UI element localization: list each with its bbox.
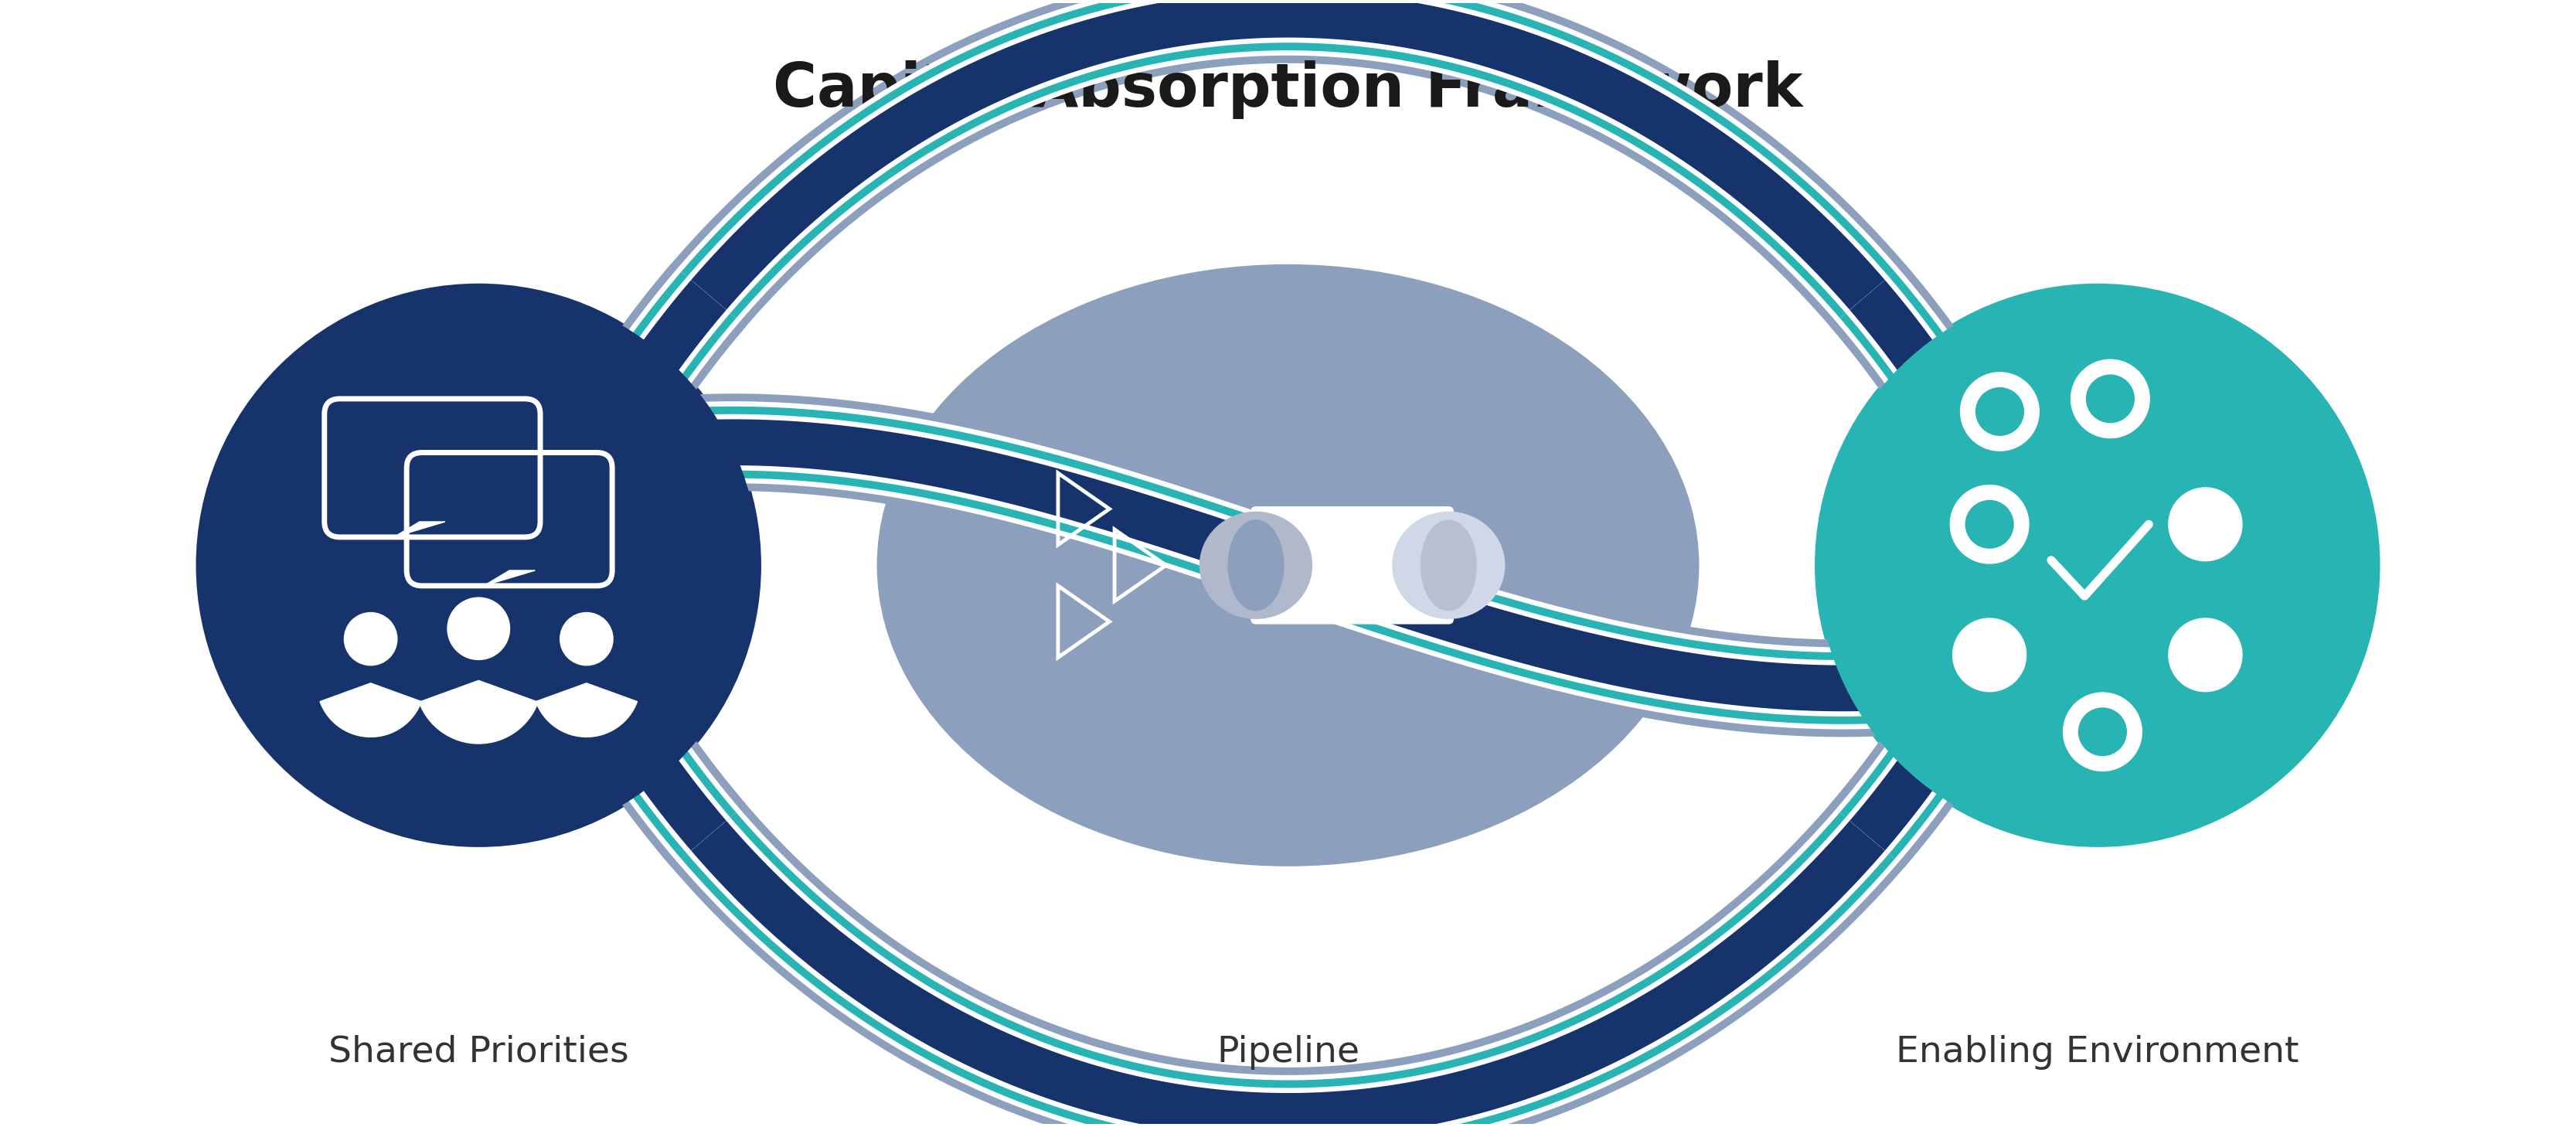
Polygon shape <box>587 0 1989 449</box>
Polygon shape <box>577 0 1999 455</box>
Polygon shape <box>1850 279 1989 449</box>
Polygon shape <box>613 401 1963 729</box>
Ellipse shape <box>1391 512 1504 619</box>
Circle shape <box>2071 360 2151 438</box>
Circle shape <box>198 286 760 844</box>
Polygon shape <box>1847 678 1994 854</box>
Circle shape <box>559 612 613 666</box>
Ellipse shape <box>1200 512 1311 619</box>
Circle shape <box>343 612 397 666</box>
Circle shape <box>1814 284 2380 848</box>
Circle shape <box>1976 388 2025 436</box>
Polygon shape <box>572 673 739 862</box>
Polygon shape <box>587 682 726 851</box>
FancyBboxPatch shape <box>1252 506 1453 624</box>
Polygon shape <box>587 682 1989 1127</box>
Text: Capital Absorption Framework: Capital Absorption Framework <box>773 61 1803 119</box>
Circle shape <box>2087 374 2136 423</box>
Polygon shape <box>572 673 2004 1127</box>
Ellipse shape <box>1229 520 1285 611</box>
Polygon shape <box>394 522 446 538</box>
Polygon shape <box>577 272 737 455</box>
Ellipse shape <box>876 264 1700 867</box>
Polygon shape <box>1829 264 2012 462</box>
Polygon shape <box>616 407 1960 725</box>
Circle shape <box>1953 618 2027 692</box>
Polygon shape <box>564 668 2012 1127</box>
Text: Pipeline: Pipeline <box>1216 1035 1360 1070</box>
Polygon shape <box>1829 668 2012 867</box>
Circle shape <box>2169 618 2244 692</box>
Text: Shared Priorities: Shared Priorities <box>327 1035 629 1070</box>
Circle shape <box>1960 372 2040 451</box>
Polygon shape <box>582 276 729 452</box>
Polygon shape <box>1839 272 1999 455</box>
Polygon shape <box>572 268 739 459</box>
Polygon shape <box>1850 682 1989 851</box>
Polygon shape <box>564 264 747 462</box>
Polygon shape <box>1837 268 2004 459</box>
Wedge shape <box>319 683 422 737</box>
Polygon shape <box>572 0 2004 459</box>
Polygon shape <box>582 0 1994 452</box>
Circle shape <box>1950 485 2030 564</box>
Circle shape <box>196 284 762 848</box>
Polygon shape <box>1837 673 2004 862</box>
Circle shape <box>446 597 510 660</box>
Circle shape <box>1965 500 2014 549</box>
Polygon shape <box>616 414 1960 717</box>
Polygon shape <box>613 393 1963 737</box>
Ellipse shape <box>1419 520 1476 611</box>
Polygon shape <box>587 279 726 449</box>
Polygon shape <box>582 678 729 854</box>
Circle shape <box>1816 286 2378 844</box>
Polygon shape <box>577 675 1999 1127</box>
Polygon shape <box>582 678 1994 1127</box>
Polygon shape <box>564 668 747 867</box>
Circle shape <box>2169 487 2244 561</box>
Polygon shape <box>577 675 737 859</box>
Polygon shape <box>564 0 2012 462</box>
Circle shape <box>2063 692 2143 772</box>
Circle shape <box>2079 708 2128 756</box>
Polygon shape <box>484 570 536 586</box>
Polygon shape <box>1839 675 1999 859</box>
Polygon shape <box>1847 276 1994 452</box>
Circle shape <box>198 286 760 844</box>
Wedge shape <box>420 681 538 744</box>
Circle shape <box>1816 286 2378 844</box>
Text: Enabling Environment: Enabling Environment <box>1896 1035 2298 1070</box>
Polygon shape <box>616 419 1960 711</box>
Wedge shape <box>536 683 636 737</box>
